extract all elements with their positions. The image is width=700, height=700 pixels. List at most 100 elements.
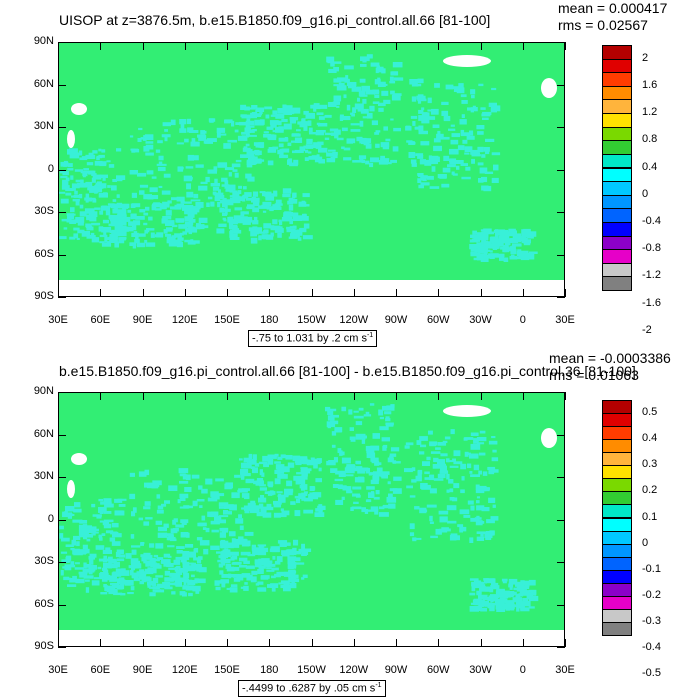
panel1-lon-label: 30W (469, 314, 492, 326)
panel2-colorbar-label: -0.1 (642, 562, 661, 575)
panel2-colorbar-label: -0.3 (642, 614, 661, 627)
panel1-colorbar-swatch (602, 153, 632, 169)
panel2-lat-label: 60S (34, 597, 54, 610)
panel1-colorbar-swatch (602, 262, 632, 278)
panel1-mean: mean = 0.000417 (558, 0, 668, 16)
panel2-lon-tick (142, 392, 144, 400)
panel2-colorbar-swatch (602, 426, 632, 441)
panel2-contour-note: -.4499 to .6287 by .05 cm s-1 (238, 680, 386, 697)
panel2-lon-label: 60E (90, 664, 111, 676)
panel1-lat-tick (58, 254, 66, 256)
panel1-colorbar-label: -1.2 (642, 269, 661, 282)
panel1-lat-label: 0 (47, 162, 54, 175)
panel2-lon-tick (565, 639, 566, 647)
panel2-map-field (59, 393, 564, 630)
panel1-lat-label: 30S (34, 205, 54, 217)
panel1-lon-tick (438, 289, 440, 297)
panel1-lon-tick (522, 289, 524, 297)
panel1-colorbar-label: 0.4 (642, 160, 658, 173)
panel1-lon-tick (58, 42, 59, 50)
panel1-colorbar-label: 0.8 (642, 133, 658, 146)
panel2-lat-label: 90N (33, 385, 54, 397)
panel2-colorbar-label: 0 (642, 536, 649, 549)
panel2-title: b.e15.B1850.f09_g16.pi_control.all.66 [8… (59, 363, 636, 379)
panel1-lon-tick (58, 289, 59, 297)
panel2-lat-tick (58, 562, 66, 563)
panel2-colorbar-swatch (602, 478, 632, 493)
panel1-colorbar: 2 1.6 1.2 0.8 0.4 0 -0.4 -0.8 -1.2 -1.6 -2 (602, 45, 682, 336)
panel2-lon-label: 150E (214, 664, 240, 676)
panel2-colorbar-swatch (602, 621, 632, 636)
panel2-map (58, 392, 565, 647)
panel1-lon-tick (184, 289, 186, 297)
panel2-lon-tick (396, 392, 397, 400)
panel1-lat-tick (557, 127, 565, 128)
panel1-lon-label: 120E (171, 314, 198, 326)
panel1-map (58, 42, 565, 297)
panel1-lon-label: 0 (519, 314, 526, 326)
panel1-lon-tick (480, 42, 482, 50)
panel2-lon-tick (227, 392, 228, 400)
panel2-lon-tick (58, 392, 59, 400)
panel1-lat-tick (557, 169, 565, 171)
panel2-colorbar-swatch (602, 439, 632, 454)
panel1-lon-label: 30E (48, 314, 68, 326)
panel1-colorbar-swatch (602, 126, 632, 142)
panel1-lon-tick (438, 42, 440, 50)
panel2-lat-tick (557, 519, 565, 521)
panel1-lon-tick (311, 42, 313, 50)
panel2-lon-tick (565, 392, 566, 400)
panel1-colorbar-label: 0 (642, 187, 649, 200)
panel2-lon-label: 120W (339, 664, 369, 676)
panel2-colorbar-swatch (602, 504, 632, 519)
panel2-land-mask (67, 480, 75, 498)
panel2-lat-tick (557, 562, 565, 563)
panel1-lon-tick (522, 42, 524, 50)
panel2-colorbar-swatch (602, 452, 632, 467)
panel1-colorbar-swatch (602, 58, 632, 74)
panel2-colorbar-label: -0.4 (642, 641, 661, 654)
panel2-lon-label: 30W (469, 664, 492, 676)
panel2-colorbar-swatch (602, 517, 632, 532)
panel1-lon-tick (565, 289, 566, 297)
panel2-lat-tick (58, 519, 66, 521)
panel2-colorbar-swatch (602, 556, 632, 571)
panel1-colorbar-label: 1.6 (642, 78, 658, 91)
panel1-lat-tick (557, 254, 565, 256)
panel1-colorbar-swatch (602, 235, 632, 251)
panel2-colorbar-swatch (602, 491, 632, 506)
panel1-colorbar-label: -0.8 (642, 242, 661, 255)
panel2-mean: mean = -0.0003386 (549, 350, 671, 366)
panel2-lon-tick (438, 392, 440, 400)
panel2-lat-tick (557, 647, 565, 648)
panel2-lon-tick (480, 392, 482, 400)
panel2-colorbar: 0.5 0.4 0.3 0.2 0.1 0 -0.1 -0.2 -0.3 -0.4 -0.5 (602, 400, 682, 679)
panel1-lat-label: 30N (33, 120, 54, 132)
panel2-lon-tick (100, 392, 102, 400)
panel2-lon-label: 180 (260, 664, 279, 676)
panel2-colorbar-label: 0.3 (642, 458, 658, 471)
panel2-colorbar-swatch (602, 465, 632, 480)
panel2-colorbar-label: 0.4 (642, 432, 658, 445)
panel1-lon-label: 90E (132, 314, 153, 326)
panel1-lon-tick (353, 42, 355, 50)
panel2-land-mask (443, 405, 491, 417)
panel1-lat-tick (557, 297, 565, 298)
panel1-lon-tick (311, 289, 313, 297)
panel2-lon-tick (480, 639, 482, 647)
panel2-colorbar-label: -0.5 (642, 667, 661, 680)
panel2-colorbar-label: 0.5 (642, 406, 658, 419)
panel2-contour-note-exp: -1 (375, 682, 382, 689)
panel1-colorbar-swatch (602, 99, 632, 115)
panel1-land-mask (443, 55, 491, 67)
panel1-lat-tick (557, 42, 565, 43)
panel1-lon-tick (480, 289, 482, 297)
panel1-colorbar-swatch (602, 249, 632, 264)
panel1-colorbar-label: -2 (642, 323, 652, 336)
panel2-lon-label: 30E (48, 664, 68, 676)
panel2-lat-tick (58, 647, 66, 648)
panel2-colorbar-swatch (602, 413, 632, 428)
panel2-lon-tick (142, 639, 144, 647)
panel2-lon-label: 150W (297, 664, 326, 676)
panel2-colorbar-label: -0.2 (642, 588, 661, 601)
